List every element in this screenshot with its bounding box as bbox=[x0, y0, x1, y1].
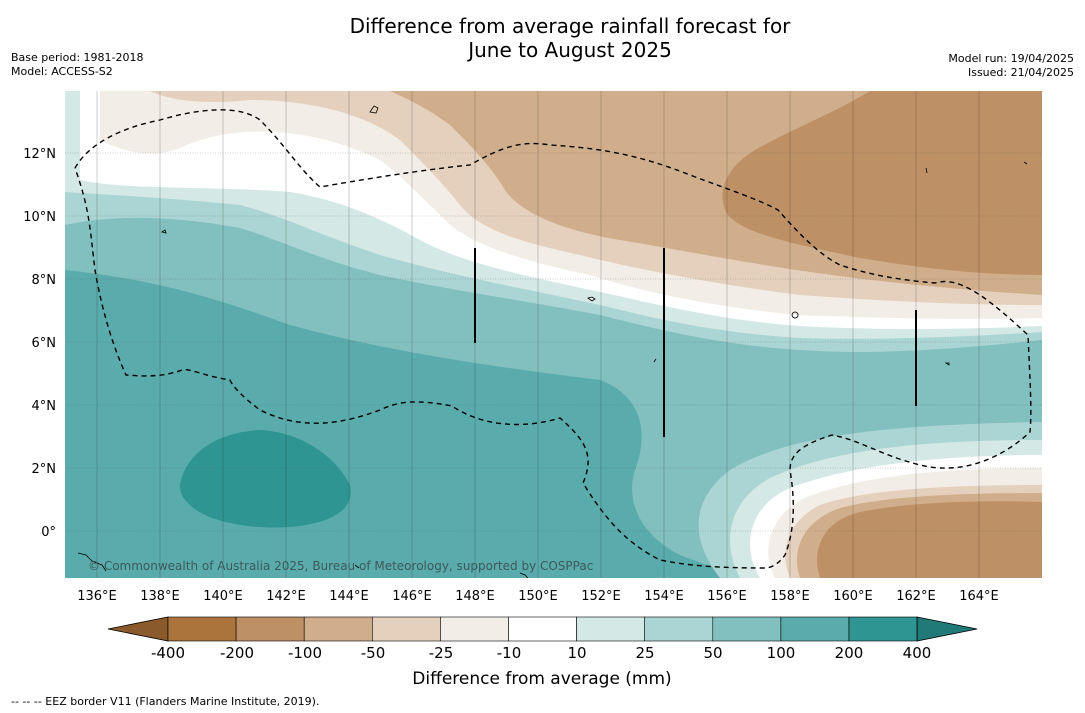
copyright-notice: © Commonwealth of Australia 2025, Bureau… bbox=[88, 559, 593, 573]
lon-label: 156°E bbox=[707, 589, 747, 604]
colorbar-tick-labels: -400 -200 -100 -50 -25 -10 10 25 50 100 … bbox=[151, 644, 931, 662]
colorbar-swatch bbox=[576, 616, 645, 642]
colorbar-title: Difference from average (mm) bbox=[412, 669, 671, 689]
lat-label: 4°N bbox=[32, 399, 57, 414]
islands bbox=[77, 105, 1028, 578]
colorbar-tick: 50 bbox=[703, 644, 722, 662]
lat-label: 10°N bbox=[23, 210, 56, 225]
lon-label: 136°E bbox=[77, 589, 117, 604]
title-line-1: Difference from average rainfall forecas… bbox=[349, 14, 791, 38]
model-name: Model: ACCESS-S2 bbox=[11, 65, 113, 78]
lat-label: 2°N bbox=[32, 462, 57, 477]
colorbar-tick: -25 bbox=[429, 644, 454, 662]
colorbar-swatch bbox=[848, 616, 918, 642]
longitude-labels: 136°E 138°E 140°E 142°E 144°E 146°E 148°… bbox=[77, 589, 999, 604]
title-line-2: June to August 2025 bbox=[468, 38, 672, 62]
colorbar-tick: -100 bbox=[288, 644, 322, 662]
lon-label: 150°E bbox=[518, 589, 558, 604]
colorbar-swatch bbox=[235, 616, 305, 642]
colorbar-tick: -400 bbox=[151, 644, 185, 662]
colorbar-tick: 400 bbox=[903, 644, 932, 662]
model-info: Base period: 1981-2018 Model: ACCESS-S2 bbox=[11, 51, 143, 79]
colorbar-swatch bbox=[167, 616, 237, 642]
lon-label: 144°E bbox=[329, 589, 369, 604]
colorbar-extend-high bbox=[916, 616, 978, 642]
lat-label: 12°N bbox=[23, 147, 56, 162]
lon-label: 158°E bbox=[770, 589, 810, 604]
run-info: Model run: 19/04/2025 Issued: 21/04/2025 bbox=[948, 52, 1074, 80]
colorbar-swatch bbox=[644, 616, 714, 642]
colorbar-swatch bbox=[780, 616, 850, 642]
lon-label: 146°E bbox=[392, 589, 432, 604]
colorbar-tick: 25 bbox=[635, 644, 654, 662]
lon-label: 162°E bbox=[896, 589, 936, 604]
lat-label: 0° bbox=[41, 525, 56, 540]
band-north-m100-m200 bbox=[722, 91, 1042, 275]
lon-label: 152°E bbox=[581, 589, 621, 604]
colorbar-tick: 200 bbox=[835, 644, 864, 662]
band-200-400 bbox=[180, 430, 351, 528]
issued-date: Issued: 21/04/2025 bbox=[967, 66, 1074, 79]
lat-label: 6°N bbox=[32, 336, 57, 351]
colorbar-tick: -200 bbox=[220, 644, 254, 662]
colorbar-tick: -10 bbox=[497, 644, 522, 662]
map-title: Difference from average rainfall forecas… bbox=[270, 14, 870, 62]
colorbar-swatch bbox=[371, 616, 441, 642]
colorbar-swatch bbox=[508, 616, 577, 642]
colorbar-extend-low bbox=[107, 616, 169, 642]
lon-label: 142°E bbox=[266, 589, 306, 604]
eez-legend-note: -- -- -- EEZ border V11 (Flanders Marine… bbox=[11, 695, 320, 708]
colorbar-tick: 100 bbox=[767, 644, 796, 662]
lon-label: 154°E bbox=[644, 589, 684, 604]
lon-label: 160°E bbox=[833, 589, 873, 604]
latitude-labels: 12°N 10°N 8°N 6°N 4°N 2°N 0° bbox=[23, 147, 56, 540]
colorbar-swatch bbox=[712, 616, 782, 642]
base-period: Base period: 1981-2018 bbox=[11, 51, 144, 64]
lon-label: 148°E bbox=[455, 589, 495, 604]
colorbar bbox=[107, 616, 978, 642]
colorbar-tick: -50 bbox=[361, 644, 386, 662]
colorbar-tick: 10 bbox=[567, 644, 586, 662]
lat-label: 8°N bbox=[32, 273, 57, 288]
lon-label: 138°E bbox=[140, 589, 180, 604]
colorbar-swatch bbox=[303, 616, 373, 642]
lon-label: 164°E bbox=[959, 589, 999, 604]
model-run: Model run: 19/04/2025 bbox=[948, 52, 1074, 65]
map-canvas: © Commonwealth of Australia 2025, Bureau… bbox=[65, 91, 1042, 578]
region-divider-lines bbox=[474, 248, 917, 437]
graticule bbox=[65, 152, 1042, 532]
band-east-m100-m200 bbox=[816, 501, 1042, 578]
lon-label: 140°E bbox=[203, 589, 243, 604]
colorbar-swatch bbox=[440, 616, 509, 642]
